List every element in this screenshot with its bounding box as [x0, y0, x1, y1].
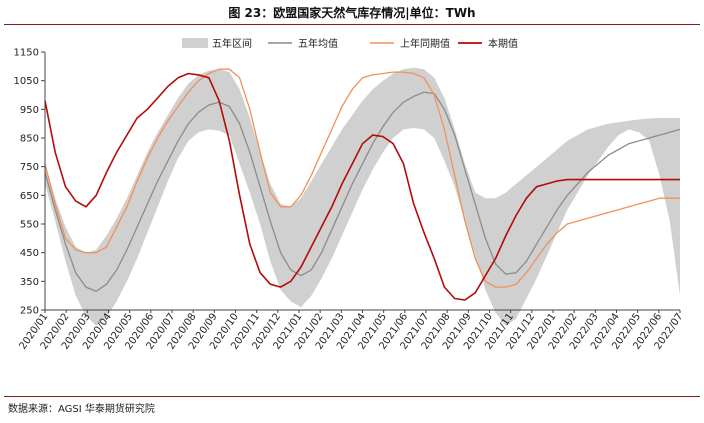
y-tick-label: 1050 — [14, 76, 39, 87]
y-tick-label: 1150 — [14, 48, 39, 59]
legend-label: 五年区间 — [212, 37, 252, 50]
series-layer — [44, 68, 681, 301]
range-band — [45, 67, 680, 326]
legend-swatch-band — [182, 38, 208, 48]
y-tick-label: 450 — [20, 248, 39, 259]
bottom-rule — [4, 396, 700, 397]
y-tick-label: 350 — [20, 277, 39, 288]
y-tick-label: 550 — [20, 220, 39, 231]
y-tick-label: 250 — [20, 306, 39, 317]
y-tick-label: 750 — [20, 162, 39, 173]
source-note: 数据来源：AGSI 华泰期货研究院 — [8, 404, 155, 415]
legend-label: 上年同期值 — [400, 37, 450, 50]
band-layer — [45, 67, 680, 326]
y-tick-label: 950 — [20, 105, 39, 116]
chart-svg: 五年区间 五年均值 上年同期值 本期值 250 350 450 550 650 750 850 95… — [14, 37, 686, 352]
title-rule — [4, 24, 700, 25]
legend-label: 本期值 — [488, 37, 518, 50]
chart-title: 图 23：欧盟国家天然气库存情况|单位：TWh — [228, 6, 476, 20]
five-year-average-line — [44, 91, 681, 293]
legend: 五年区间 五年均值 上年同期值 本期值 — [182, 37, 518, 50]
legend-label: 五年均值 — [298, 37, 338, 50]
y-tick-label: 650 — [20, 191, 39, 202]
current-period-line — [44, 72, 680, 301]
y-tick-label: 850 — [20, 134, 39, 145]
previous-year-line — [44, 68, 680, 288]
